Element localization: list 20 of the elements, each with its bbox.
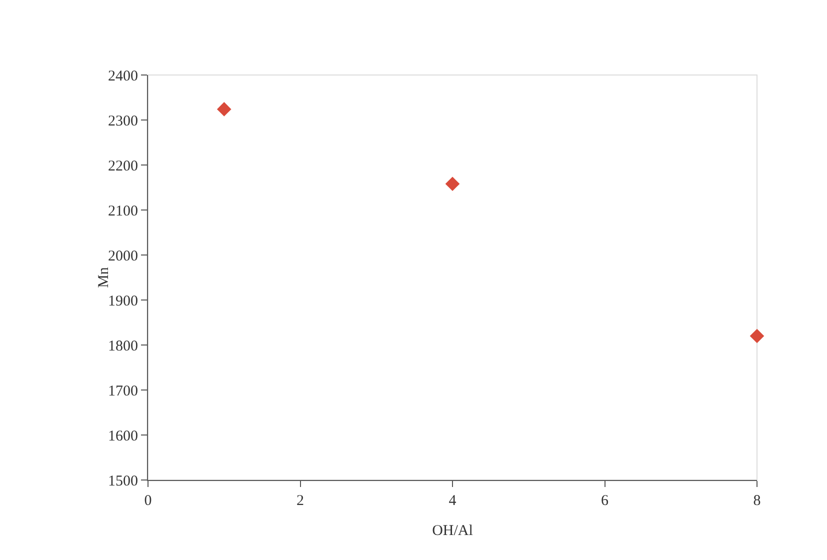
x-axis-title: OH/Al bbox=[432, 523, 473, 539]
point bbox=[750, 328, 764, 344]
point bbox=[216, 102, 232, 116]
y-tick-label: 1800 bbox=[108, 338, 138, 354]
y-tick-label: 2400 bbox=[108, 68, 138, 84]
y-tick-label: 2100 bbox=[108, 203, 138, 220]
y-axis-title: Mn bbox=[96, 266, 112, 288]
y-tick-label: 1600 bbox=[108, 428, 138, 444]
x-tick-label: 8 bbox=[753, 493, 761, 509]
x-tick-label: 2 bbox=[296, 493, 304, 509]
x-tick-label: 0 bbox=[144, 493, 152, 509]
y-tick-label: 2300 bbox=[108, 113, 138, 130]
point bbox=[445, 176, 460, 192]
x-tick-label: 4 bbox=[448, 493, 457, 509]
x-tick-label: 6 bbox=[601, 493, 609, 509]
y-tick-label: 1900 bbox=[108, 293, 138, 310]
y-tick-label: 1500 bbox=[108, 473, 138, 490]
y-tick-label: 1700 bbox=[108, 383, 138, 400]
y-tick-label: 2000 bbox=[108, 248, 138, 264]
y-tick-label: 2200 bbox=[108, 158, 138, 174]
